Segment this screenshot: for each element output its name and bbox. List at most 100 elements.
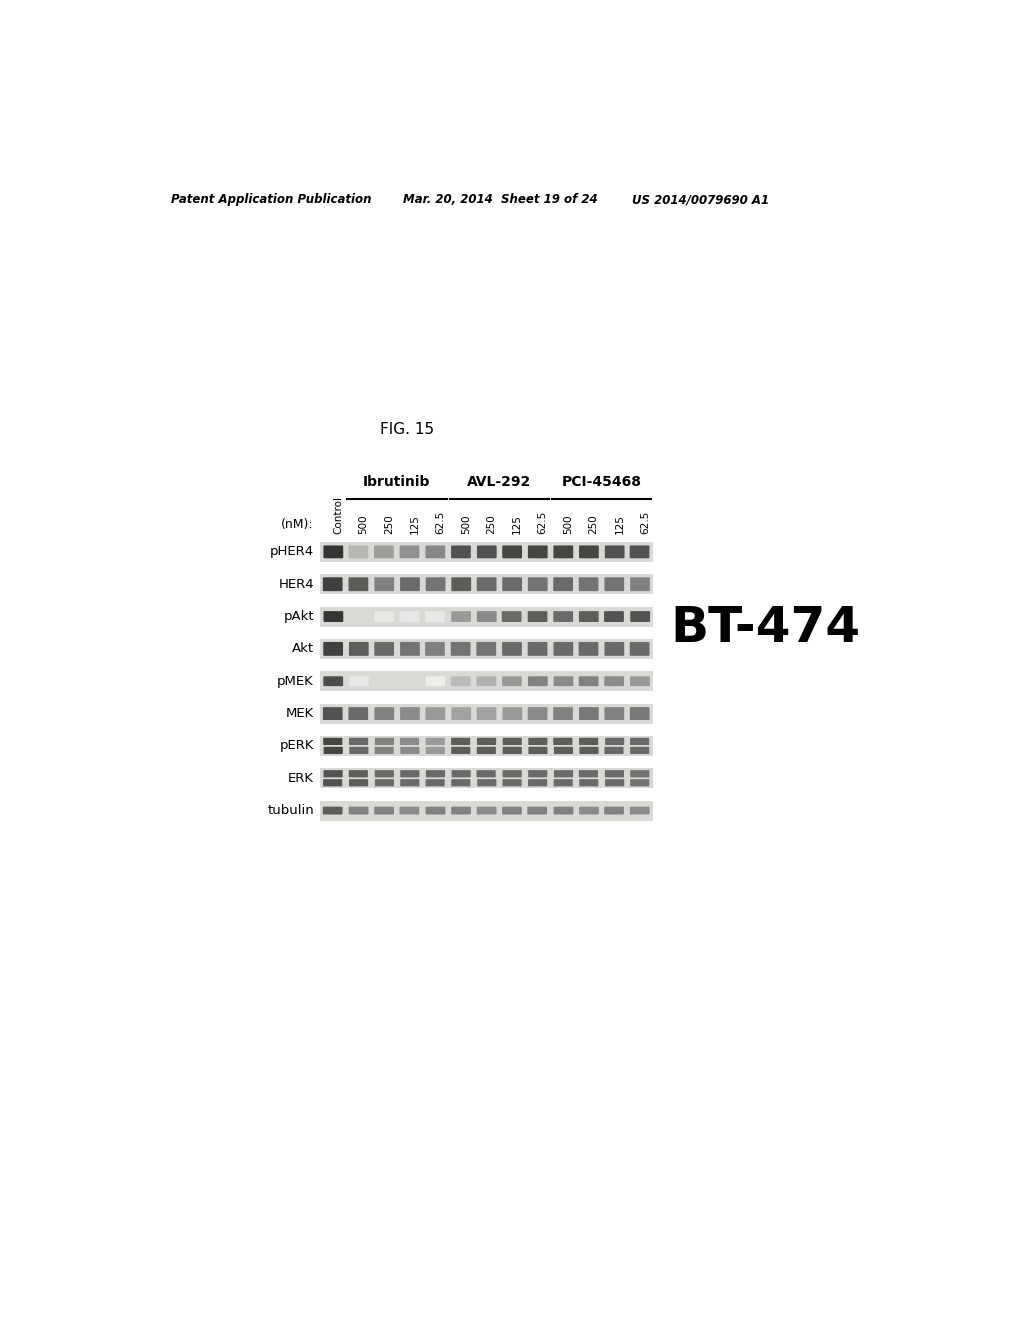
FancyBboxPatch shape (425, 611, 444, 622)
FancyBboxPatch shape (477, 611, 497, 622)
FancyBboxPatch shape (630, 577, 650, 591)
FancyBboxPatch shape (503, 708, 522, 719)
FancyBboxPatch shape (579, 611, 599, 622)
FancyBboxPatch shape (400, 747, 420, 754)
FancyBboxPatch shape (553, 545, 573, 558)
Text: Control: Control (333, 496, 343, 535)
FancyBboxPatch shape (452, 738, 470, 744)
FancyBboxPatch shape (477, 779, 497, 787)
Text: pERK: pERK (280, 739, 314, 752)
FancyBboxPatch shape (451, 676, 470, 686)
FancyBboxPatch shape (400, 779, 420, 787)
FancyBboxPatch shape (502, 642, 522, 656)
FancyBboxPatch shape (605, 770, 624, 777)
FancyBboxPatch shape (348, 807, 369, 814)
FancyBboxPatch shape (476, 676, 497, 686)
FancyBboxPatch shape (375, 779, 394, 787)
FancyBboxPatch shape (554, 747, 573, 754)
FancyBboxPatch shape (349, 611, 369, 622)
Bar (321, 800, 652, 821)
FancyBboxPatch shape (580, 779, 598, 787)
Text: 500: 500 (563, 515, 573, 535)
FancyBboxPatch shape (324, 611, 343, 622)
FancyBboxPatch shape (349, 642, 369, 656)
FancyBboxPatch shape (477, 577, 497, 591)
Text: 125: 125 (614, 515, 625, 535)
FancyBboxPatch shape (604, 642, 625, 656)
FancyBboxPatch shape (349, 779, 369, 787)
FancyBboxPatch shape (400, 770, 420, 777)
FancyBboxPatch shape (349, 770, 368, 777)
FancyBboxPatch shape (400, 577, 420, 591)
FancyBboxPatch shape (579, 708, 599, 719)
FancyBboxPatch shape (579, 642, 598, 656)
FancyBboxPatch shape (528, 577, 548, 591)
FancyBboxPatch shape (579, 545, 599, 558)
FancyBboxPatch shape (375, 577, 394, 591)
Text: 500: 500 (358, 515, 369, 535)
Text: Ibrutinib: Ibrutinib (364, 475, 431, 490)
FancyBboxPatch shape (630, 779, 649, 787)
FancyBboxPatch shape (452, 807, 471, 814)
Text: pHER4: pHER4 (270, 545, 314, 558)
Text: HER4: HER4 (279, 578, 314, 591)
FancyBboxPatch shape (527, 807, 547, 814)
FancyBboxPatch shape (349, 738, 369, 744)
FancyBboxPatch shape (528, 676, 548, 686)
Text: 250: 250 (486, 515, 497, 535)
FancyBboxPatch shape (553, 611, 573, 622)
FancyBboxPatch shape (630, 770, 649, 777)
FancyBboxPatch shape (425, 642, 444, 656)
FancyBboxPatch shape (375, 747, 394, 754)
Bar (321, 704, 652, 723)
FancyBboxPatch shape (579, 676, 599, 686)
FancyBboxPatch shape (477, 807, 497, 814)
Bar (321, 574, 652, 594)
FancyBboxPatch shape (631, 611, 650, 622)
Text: pMEK: pMEK (278, 675, 314, 688)
FancyBboxPatch shape (375, 770, 394, 777)
FancyBboxPatch shape (503, 747, 522, 754)
FancyBboxPatch shape (604, 708, 625, 719)
FancyBboxPatch shape (604, 676, 624, 686)
FancyBboxPatch shape (527, 642, 548, 656)
FancyBboxPatch shape (375, 708, 394, 719)
FancyBboxPatch shape (426, 738, 444, 744)
FancyBboxPatch shape (630, 747, 649, 754)
FancyBboxPatch shape (502, 611, 521, 622)
FancyBboxPatch shape (630, 642, 649, 656)
FancyBboxPatch shape (324, 676, 343, 686)
FancyBboxPatch shape (452, 779, 470, 787)
FancyBboxPatch shape (630, 708, 649, 719)
FancyBboxPatch shape (554, 779, 572, 787)
FancyBboxPatch shape (502, 577, 522, 591)
FancyBboxPatch shape (426, 770, 445, 777)
FancyBboxPatch shape (476, 708, 497, 719)
FancyBboxPatch shape (630, 676, 650, 686)
FancyBboxPatch shape (324, 779, 342, 787)
Text: Patent Application Publication: Patent Application Publication (171, 193, 371, 206)
Text: 62.5: 62.5 (538, 511, 548, 535)
FancyBboxPatch shape (426, 676, 445, 686)
FancyBboxPatch shape (374, 642, 394, 656)
FancyBboxPatch shape (528, 770, 547, 777)
FancyBboxPatch shape (579, 770, 598, 777)
FancyBboxPatch shape (503, 738, 522, 744)
Text: PCI-45468: PCI-45468 (561, 475, 641, 490)
FancyBboxPatch shape (476, 642, 497, 656)
FancyBboxPatch shape (476, 770, 496, 777)
Bar (321, 607, 652, 627)
FancyBboxPatch shape (426, 807, 445, 814)
Text: tubulin: tubulin (267, 804, 314, 817)
FancyBboxPatch shape (579, 738, 598, 744)
FancyBboxPatch shape (553, 738, 572, 744)
Text: 62.5: 62.5 (435, 511, 445, 535)
FancyBboxPatch shape (554, 676, 573, 686)
FancyBboxPatch shape (528, 545, 548, 558)
FancyBboxPatch shape (502, 807, 522, 814)
FancyBboxPatch shape (554, 807, 573, 814)
FancyBboxPatch shape (553, 577, 573, 591)
FancyBboxPatch shape (452, 747, 470, 754)
FancyBboxPatch shape (348, 708, 369, 719)
FancyBboxPatch shape (400, 642, 420, 656)
